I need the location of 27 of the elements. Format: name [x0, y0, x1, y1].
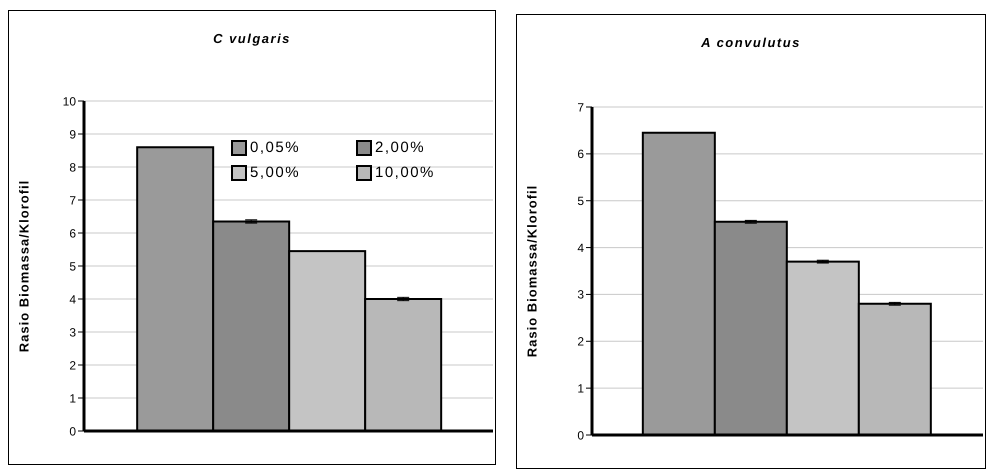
y-axis-title: Rasio Biomassa/Klorofil — [524, 184, 540, 358]
y-tick-label: 1 — [577, 381, 584, 396]
y-tick-label: 5 — [69, 259, 76, 274]
legend-label: 10,00% — [375, 164, 435, 181]
y-tick-label: 4 — [69, 292, 76, 306]
y-tick-label: 6 — [69, 226, 76, 240]
y-tick-label: 0 — [69, 424, 76, 438]
chart-title: C vulgaris — [212, 31, 292, 46]
y-tick-label: 5 — [577, 194, 584, 208]
chart-title: A convulutus — [700, 35, 802, 50]
legend-label: 5,00% — [250, 164, 300, 181]
y-tick-label: 3 — [577, 288, 584, 302]
y-tick-label: 4 — [577, 240, 584, 255]
y-tick-label: 2 — [69, 358, 76, 372]
y-tick-label: 8 — [69, 160, 76, 174]
legend-label: 2,00% — [375, 139, 426, 156]
y-tick-label: 9 — [69, 127, 76, 142]
y-tick-label: 3 — [69, 325, 76, 340]
y-tick-label: 1 — [69, 391, 76, 406]
y-tick-label: 6 — [577, 147, 584, 162]
y-tick-label: 7 — [69, 193, 76, 208]
y-tick-label: 0 — [577, 428, 584, 442]
y-tick-label: 2 — [577, 334, 584, 349]
y-tick-label: 10 — [62, 94, 76, 108]
y-axis-title: Rasio Biomassa/Klorofil — [16, 180, 32, 352]
y-tick-label: 7 — [577, 100, 584, 114]
legend-label: 0,05% — [250, 139, 300, 156]
